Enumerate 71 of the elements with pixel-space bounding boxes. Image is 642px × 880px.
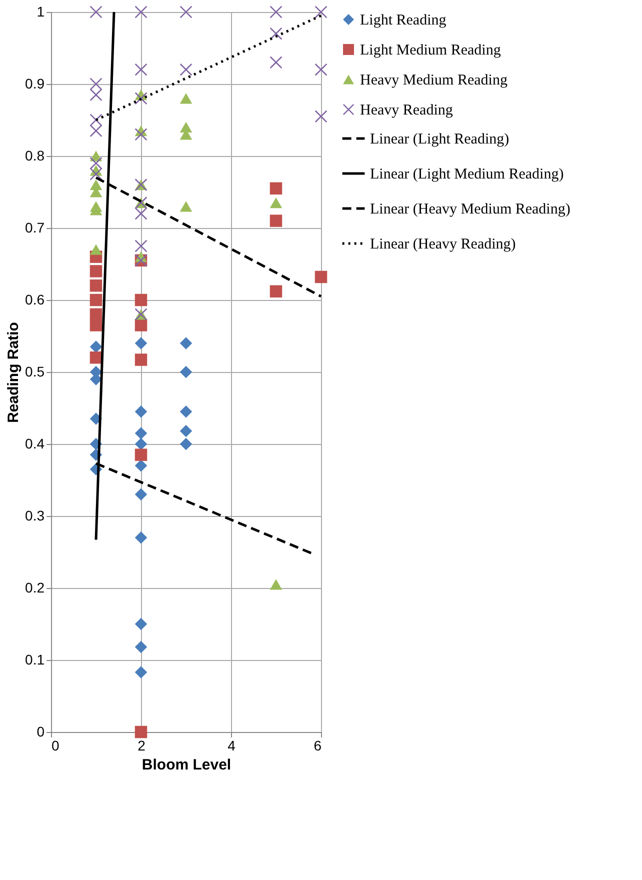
point — [90, 88, 102, 101]
point — [134, 448, 148, 461]
point — [180, 405, 192, 418]
point — [90, 265, 102, 278]
point — [314, 270, 328, 284]
legend-label: Light Reading — [360, 12, 447, 28]
point — [270, 197, 282, 208]
legend-label: Linear (Light Reading) — [370, 132, 510, 148]
point — [134, 63, 148, 76]
x-tick-label: 0 — [52, 738, 60, 754]
y-tick-label: 0.5 — [25, 364, 45, 380]
point — [270, 56, 282, 69]
point — [180, 337, 192, 350]
point — [134, 618, 148, 630]
y-tick-label: 0.4 — [25, 436, 45, 452]
legend-label: Light Medium Reading — [360, 42, 502, 58]
y-tick-label: 0.9 — [25, 76, 45, 92]
point — [134, 438, 148, 450]
point — [180, 366, 192, 378]
legend-label: Linear (Heavy Medium Reading) — [370, 202, 570, 218]
point — [134, 319, 148, 332]
point — [270, 214, 282, 227]
point — [90, 340, 102, 353]
point — [134, 128, 148, 141]
point — [270, 182, 282, 195]
point — [134, 354, 148, 366]
point — [180, 438, 192, 450]
point — [90, 279, 102, 292]
x-tick-label: 2 — [138, 738, 146, 754]
legend-label: Heavy Medium Reading — [360, 72, 508, 88]
point — [134, 488, 148, 501]
point — [270, 285, 282, 298]
y-tick-label: 0.1 — [25, 652, 45, 668]
point — [314, 63, 328, 76]
point — [134, 459, 148, 472]
point — [90, 319, 102, 332]
point — [134, 207, 148, 220]
y-tick-label: 0.7 — [25, 220, 45, 236]
point — [270, 27, 282, 40]
point — [180, 93, 192, 104]
x-tick-label: 4 — [228, 738, 236, 754]
point — [314, 110, 328, 123]
x-axis-title: Bloom Level — [142, 756, 232, 774]
legend-label: Heavy Reading — [360, 102, 454, 118]
point — [180, 201, 192, 212]
point — [90, 244, 102, 255]
point — [134, 531, 148, 544]
y-tick-label: 0 — [36, 724, 45, 740]
legend-label: Linear (Heavy Reading) — [370, 236, 516, 252]
y-tick-label: 1 — [36, 4, 45, 20]
point — [90, 294, 102, 306]
point — [134, 337, 148, 350]
point — [90, 157, 102, 170]
y-axis-title: Reading Ratio — [5, 322, 22, 423]
point — [134, 427, 148, 440]
point — [134, 294, 148, 306]
point — [270, 579, 282, 590]
point — [134, 405, 148, 418]
point — [134, 726, 148, 738]
y-tick-label: 0.3 — [25, 508, 45, 524]
y-tick-label: 0.8 — [25, 148, 45, 164]
point — [134, 92, 148, 105]
y-tick-label: 0.2 — [25, 580, 45, 596]
legend-label: Linear (Light Medium Reading) — [370, 166, 564, 182]
point — [134, 640, 148, 654]
x-tick-label: 6 — [314, 738, 322, 754]
y-tick-label: 0.6 — [25, 292, 45, 308]
point — [134, 666, 148, 678]
point — [180, 63, 192, 76]
point — [90, 124, 102, 137]
point — [180, 424, 192, 438]
